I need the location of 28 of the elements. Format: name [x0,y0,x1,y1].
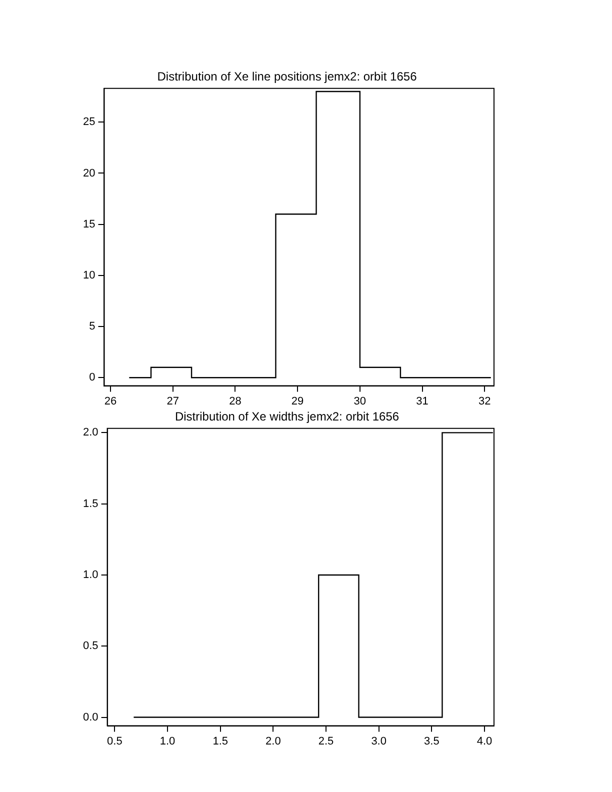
y-tick-label: 25 [82,116,96,128]
x-tick-label: 4.0 [476,735,492,748]
y-tick-label: 2.0 [82,426,98,439]
y-tick-label: 0 [89,372,96,384]
x-tick-label: 30 [354,395,366,408]
x-tick-label: 31 [416,395,428,408]
x-tick-label: 1.0 [160,735,176,748]
x-tick-label: 26 [104,395,117,408]
x-tick-label: 0.5 [107,735,122,748]
y-tick-label: 5 [89,320,96,333]
y-tick-label: 10 [82,269,96,282]
y-tick-label: 1.5 [82,498,98,510]
y-tick-label: 15 [82,218,96,230]
x-tick-label: 29 [291,395,304,408]
x-tick-label: 2.0 [266,735,281,748]
y-tick-label: 1.0 [82,568,98,581]
y-tick-label: 0.5 [82,640,98,652]
chart-title: Distribution of Xe line positions jemx2: orbit 1656 [157,70,418,84]
x-tick-label: 1.5 [212,735,228,748]
y-tick-label: 0.0 [82,711,98,724]
y-tick-label: 20 [82,167,96,180]
x-tick-label: 27 [166,395,179,408]
x-tick-label: 28 [229,395,242,408]
chart-title: Distribution of Xe widths jemx2: orbit 1656 [174,410,400,424]
x-tick-label: 32 [478,395,491,408]
x-tick-label: 2.5 [318,735,334,748]
x-tick-label: 3.5 [424,735,440,748]
x-tick-label: 3.0 [371,735,386,748]
